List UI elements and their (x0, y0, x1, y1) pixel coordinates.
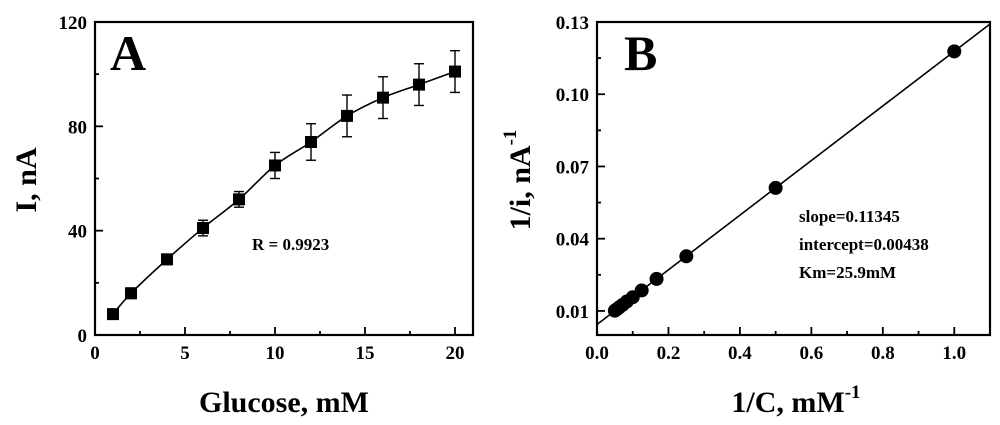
panel-a-x-axis-title: Glucose, mM (199, 386, 369, 419)
panel-a-data-point (449, 65, 461, 78)
panel-b: 0.0 0.2 0.4 0.6 0.8 1.0 0.010.040.070.100.13 … (500, 13, 992, 419)
panel-a-data-point (233, 193, 245, 206)
panel-b-x-ticks: 0.0 0.2 0.4 0.6 0.8 1.0 (585, 327, 966, 364)
panel-b-slope-annotation: slope=0.11345 (799, 207, 900, 226)
panel-a-y-tick-label: 40 (68, 222, 87, 243)
panel-b-data-point (947, 44, 962, 59)
panel-b-x-tick-label: 0.0 (585, 343, 609, 364)
panel-b-y-axis-title-sup: -1 (500, 130, 521, 146)
panel-b-x-axis-title: 1/C, mM-1 (731, 382, 860, 419)
panel-b-x-tick-label: 1.0 (942, 343, 966, 364)
panel-b-fit-line (596, 23, 991, 326)
panel-a-data-point (125, 287, 137, 300)
panel-b-x-tick-label: 0.4 (728, 343, 752, 364)
panel-a-x-ticks: 0 5 10 15 20 (90, 327, 465, 364)
panel-a-x-tick-label: 0 (90, 343, 100, 364)
panel-b-y-tick-label: 0.10 (556, 85, 589, 106)
panel-b-frame (595, 20, 992, 337)
panel-b-y-axis-title: 1/i, nA-1 (500, 130, 537, 231)
panel-a-y-tick-label: 0 (78, 326, 88, 347)
panel-a-letter: A (110, 25, 146, 81)
panel-a-data-point (107, 308, 119, 321)
panel-b-x-tick-label: 0.2 (657, 343, 681, 364)
panel-a: 0 5 10 15 20 0 40 80 120 A R = 0.9923 Glucose, … (10, 13, 475, 419)
panel-a-data-point (269, 159, 281, 172)
panel-a-plot-area (107, 49, 461, 321)
panel-b-x-tick-label: 0.8 (871, 343, 895, 364)
panel-b-data-point (768, 180, 783, 195)
panel-a-frame (93, 20, 475, 337)
panel-a-x-tick-label: 10 (266, 343, 285, 364)
panel-b-y-tick-label: 0.13 (556, 13, 589, 34)
panel-b-y-tick-label: 0.04 (556, 230, 590, 251)
panel-b-km-annotation: Km=25.9mM (799, 263, 896, 282)
panel-b-plot-area (596, 23, 991, 326)
panel-b-data-point (679, 249, 694, 264)
panel-a-data-point (161, 253, 173, 266)
panel-b-data-point (634, 283, 649, 298)
panel-a-y-tick-label: 80 (68, 117, 87, 138)
panel-b-y-axis-title-main: 1/i, nA (504, 145, 537, 230)
panel-a-r-annotation: R = 0.9923 (252, 235, 329, 254)
panel-b-y-ticks: 0.01 0.04 0.07 0.10 0.13 (556, 13, 605, 323)
panel-b-data-point (649, 271, 664, 286)
panel-a-y-tick-label: 120 (59, 13, 88, 34)
panel-b-x-axis-title-main: 1/C, mM (731, 386, 844, 419)
panel-a-data-point (197, 222, 209, 235)
panel-b-letter: B (624, 25, 657, 81)
panel-a-y-axis-title: I, nA (10, 147, 43, 212)
panel-a-data-point (413, 78, 425, 91)
panel-a-y-ticks: 0 40 80 120 (59, 13, 103, 347)
panel-b-x-tick-label: 0.6 (799, 343, 823, 364)
panel-b-y-tick-label: 0.01 (556, 302, 589, 323)
panel-a-data-point (377, 91, 389, 104)
panel-a-x-tick-label: 15 (356, 343, 375, 364)
panel-b-x-axis-title-sup: -1 (845, 382, 861, 403)
panel-a-x-tick-label: 5 (180, 343, 190, 364)
panel-a-data-point (341, 109, 353, 122)
panel-b-y-tick-label: 0.07 (556, 157, 590, 178)
panel-a-x-tick-label: 20 (446, 343, 465, 364)
panel-a-series-line (112, 70, 456, 315)
panel-b-intercept-annotation: intercept=0.00438 (799, 235, 929, 254)
panel-a-data-point (305, 135, 317, 148)
